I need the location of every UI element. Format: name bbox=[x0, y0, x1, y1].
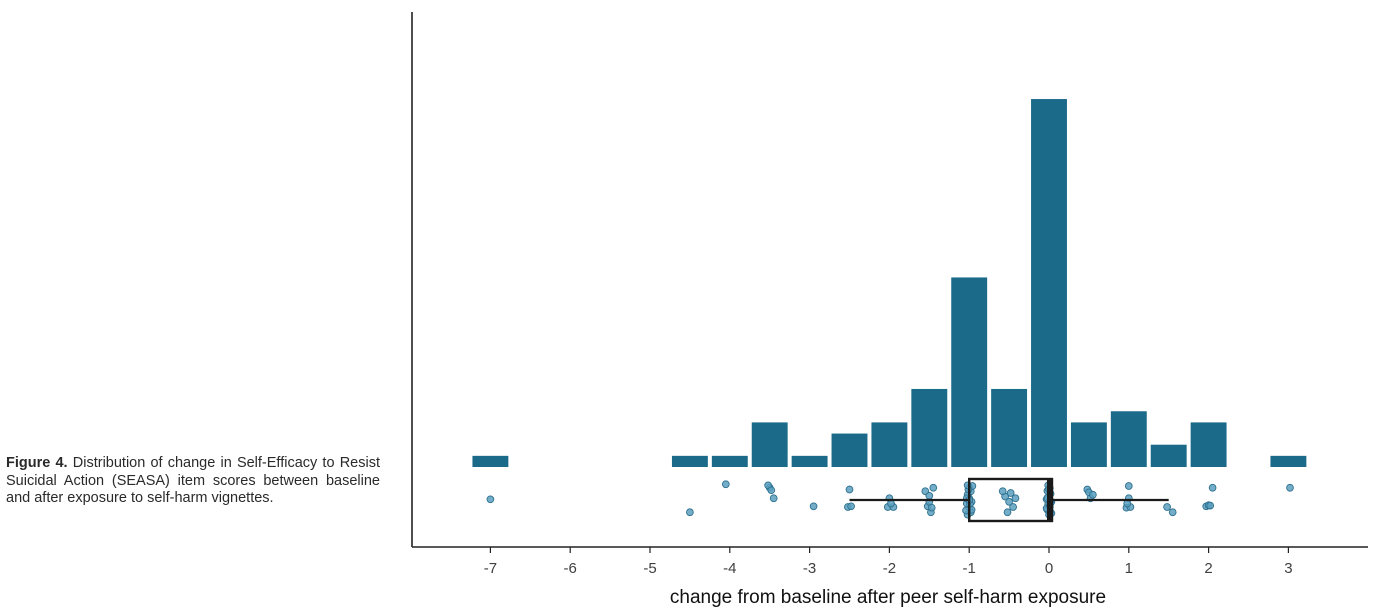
x-tick-label: -1 bbox=[963, 560, 976, 577]
data-point bbox=[809, 502, 818, 511]
data-point bbox=[1003, 508, 1012, 517]
boxplot-box bbox=[968, 477, 1054, 523]
x-tick-label: -6 bbox=[564, 560, 577, 577]
data-point bbox=[925, 491, 934, 500]
histogram-bar bbox=[951, 277, 988, 467]
data-point bbox=[929, 483, 938, 492]
data-point bbox=[1206, 501, 1215, 510]
histogram-bar bbox=[791, 455, 828, 467]
x-axis-ticks: -7 -6 -5 -4 -3 -2 -1 0 1 2 3 bbox=[484, 547, 1293, 577]
histogram-bar bbox=[1150, 444, 1187, 467]
figure-caption-text: Distribution of change in Self-Efficacy … bbox=[6, 455, 380, 506]
x-tick-label: -2 bbox=[883, 560, 896, 577]
histogram-bar bbox=[1070, 422, 1107, 467]
histogram-bar bbox=[911, 388, 948, 467]
data-point bbox=[1009, 503, 1017, 511]
histogram-bar bbox=[1031, 99, 1067, 468]
histogram-bar bbox=[671, 455, 708, 467]
x-tick-label: -4 bbox=[723, 560, 736, 577]
x-tick-label: 2 bbox=[1204, 560, 1212, 577]
x-tick-label: -3 bbox=[803, 560, 816, 577]
x-tick-label: 1 bbox=[1125, 560, 1133, 577]
data-point bbox=[1011, 494, 1020, 503]
data-point bbox=[1089, 490, 1097, 499]
histogram-bar bbox=[871, 422, 908, 467]
figure-label: Figure 4. bbox=[6, 455, 68, 471]
x-tick-label: -7 bbox=[484, 560, 497, 577]
histogram-bar bbox=[1110, 411, 1147, 467]
data-point bbox=[998, 487, 1007, 496]
data-point bbox=[686, 508, 694, 517]
data-point bbox=[1168, 508, 1177, 517]
data-point bbox=[767, 486, 776, 495]
histogram-bar bbox=[711, 455, 748, 467]
data-point bbox=[769, 494, 778, 503]
data-point bbox=[887, 499, 895, 508]
x-tick-label: 0 bbox=[1045, 560, 1053, 577]
figure-caption: Figure 4. Distribution of change in Self… bbox=[6, 455, 380, 508]
boxplot bbox=[849, 477, 1169, 523]
data-point bbox=[1286, 483, 1294, 492]
histogram-bars bbox=[472, 99, 1307, 468]
histogram-bar bbox=[1270, 455, 1307, 467]
x-tick-label: 3 bbox=[1284, 560, 1292, 577]
data-point bbox=[1124, 482, 1133, 490]
histogram-bar bbox=[472, 455, 509, 467]
data-point bbox=[847, 502, 855, 511]
histogram-bar bbox=[751, 422, 788, 467]
histogram-bar bbox=[1190, 422, 1227, 467]
x-axis-title: change from baseline after peer self-har… bbox=[670, 587, 1106, 608]
data-point bbox=[845, 485, 854, 494]
data-point bbox=[721, 480, 730, 489]
x-tick-label: -5 bbox=[643, 560, 656, 577]
data-point bbox=[1208, 483, 1217, 492]
histogram-bar bbox=[991, 388, 1028, 467]
data-point bbox=[927, 503, 936, 512]
data-point bbox=[1163, 503, 1171, 511]
data-point bbox=[486, 495, 495, 504]
histogram-bar bbox=[831, 433, 868, 467]
data-point bbox=[1123, 499, 1132, 508]
data-point bbox=[1006, 489, 1015, 497]
data-point bbox=[1005, 497, 1013, 506]
